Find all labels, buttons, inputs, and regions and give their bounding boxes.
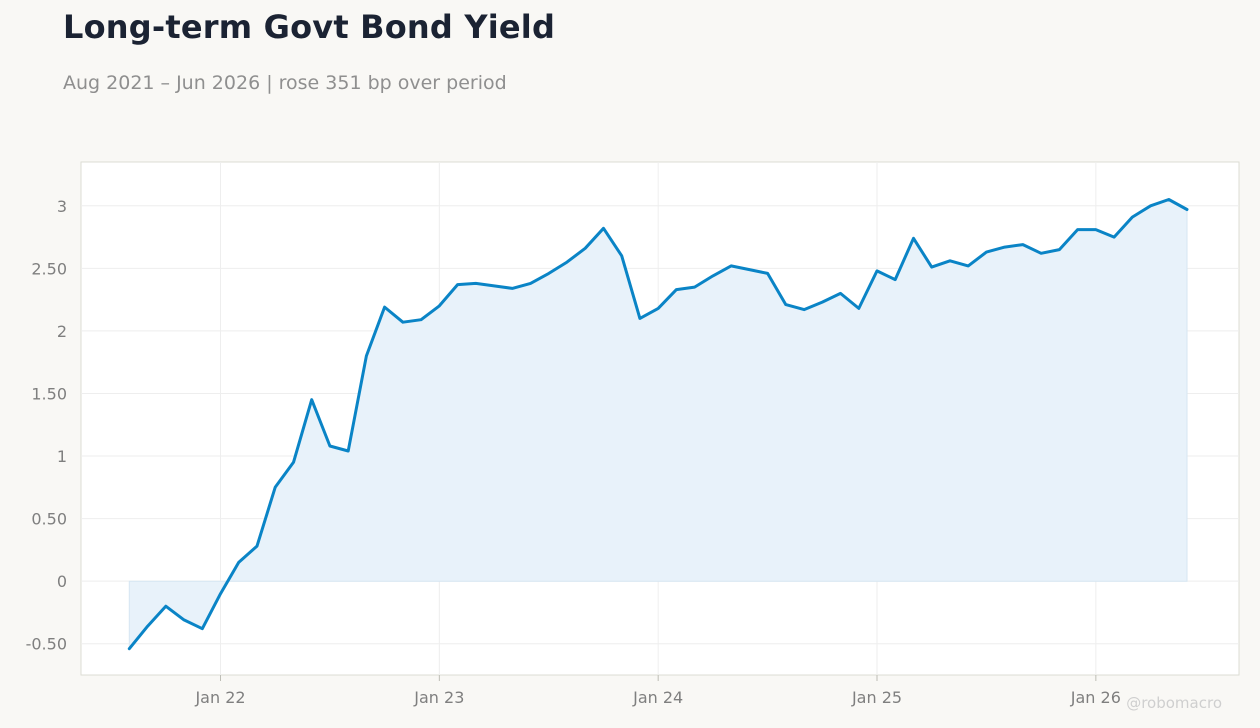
x-tick-label: Jan 26 bbox=[1070, 688, 1121, 707]
watermark: @robomacro bbox=[1126, 694, 1222, 712]
x-tick-label: Jan 22 bbox=[194, 688, 245, 707]
y-tick-label: 2.50 bbox=[31, 259, 67, 278]
y-tick-label: 1.50 bbox=[31, 384, 67, 403]
y-tick-label: 3 bbox=[57, 197, 67, 216]
series-line bbox=[127, 198, 1189, 651]
x-axis-labels: Jan 22 Jan 23 Jan 24 Jan 25 Jan 26 bbox=[194, 688, 1120, 707]
y-tick-label: 0.50 bbox=[31, 510, 67, 529]
y-tick-label: 2 bbox=[57, 322, 67, 341]
x-tick-label: Jan 23 bbox=[413, 688, 464, 707]
y-tick-label: 0 bbox=[57, 572, 67, 591]
y-tick-label: 1 bbox=[57, 447, 67, 466]
x-tick-label: Jan 24 bbox=[632, 688, 683, 707]
y-axis-labels: -0.50 0 0.50 1 1.50 2 2.50 3 bbox=[26, 197, 67, 654]
x-tick-label: Jan 25 bbox=[851, 688, 902, 707]
y-tick-label: -0.50 bbox=[26, 635, 67, 654]
chart-title: Long-term Govt Bond Yield bbox=[63, 8, 556, 46]
chart-subtitle: Aug 2021 – Jun 2026 | rose 351 bp over p… bbox=[63, 72, 507, 94]
